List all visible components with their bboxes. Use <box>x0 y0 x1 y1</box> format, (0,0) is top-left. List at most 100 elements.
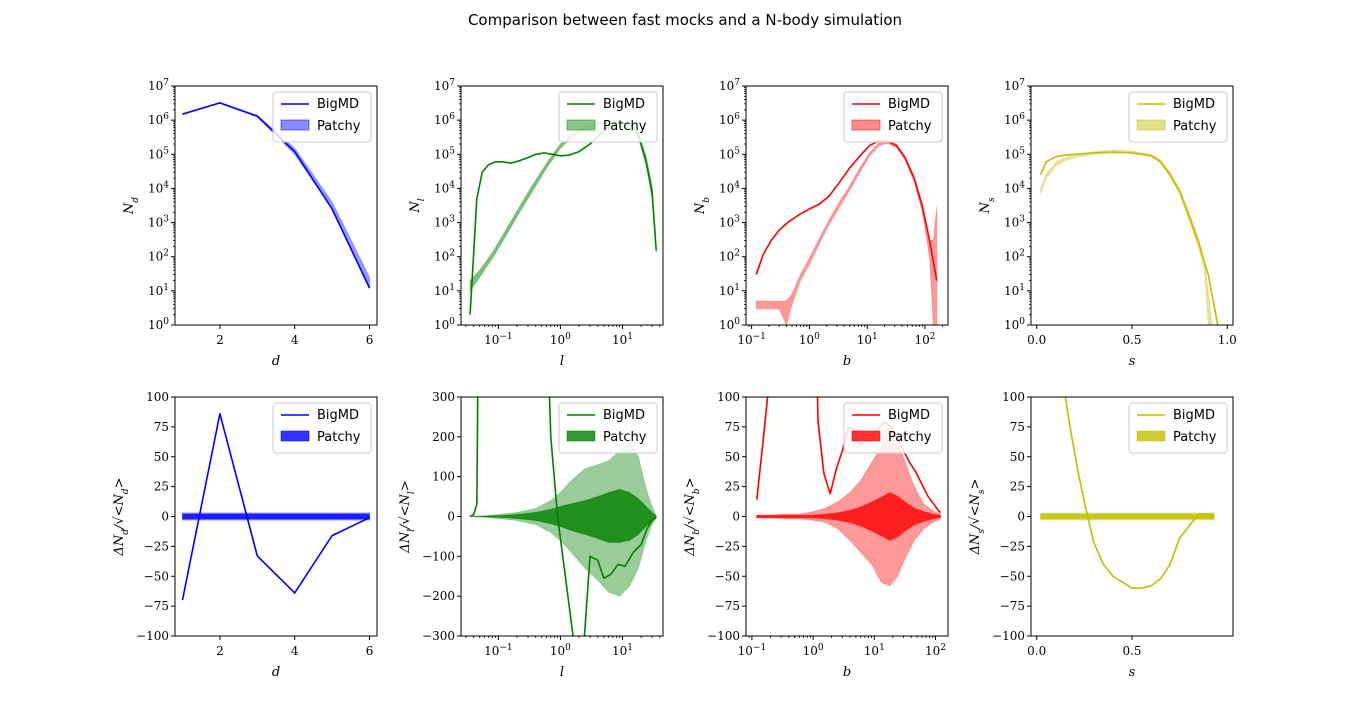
series-band-patchy <box>181 512 371 521</box>
plot-area <box>1039 149 1219 325</box>
x-tick-label: 2 <box>216 644 224 658</box>
chart-count-l: 10−1 100 101 100 101 102 103 104 105 106 107 l Nl Big… <box>408 78 664 369</box>
y-tick-label: 103 <box>1004 215 1025 230</box>
x-axis-label: d <box>272 665 280 680</box>
y-axis-label: ΔNl/√<Nl> <box>398 480 417 553</box>
x-tick-label: 100 <box>803 643 824 658</box>
figure-title: Comparison between fast mocks and a N-bo… <box>468 11 902 29</box>
x-axis-label: s <box>1129 354 1136 369</box>
series-line-bigmd <box>755 397 941 514</box>
y-tick-label: 103 <box>148 215 169 230</box>
x-axis-label: d <box>272 354 280 369</box>
y-tick-label: 107 <box>1004 78 1025 93</box>
y-tick-label: −75 <box>715 599 740 613</box>
x-axis-label: b <box>843 665 851 680</box>
legend: BigMD Patchy <box>1128 91 1228 143</box>
axes-frame <box>174 85 378 326</box>
x-tick-label: 101 <box>857 332 878 347</box>
y-tick-label: 101 <box>719 283 740 298</box>
legend-swatch-patchy <box>851 119 881 131</box>
legend-label-bigmd: BigMD <box>603 97 645 112</box>
legend-label-bigmd: BigMD <box>1173 408 1215 423</box>
x-tick-label: 4 <box>291 333 299 347</box>
x-tick-label: 101 <box>864 643 885 658</box>
series-band-patchy <box>469 120 657 293</box>
x-tick-label: 10−1 <box>737 332 766 347</box>
x-tick-label: 10−1 <box>484 332 513 347</box>
y-tick-label: 25 <box>725 480 740 494</box>
legend-swatch-patchy <box>851 430 881 442</box>
series-line-bigmd <box>469 120 658 315</box>
x-tick-label: 100 <box>550 332 571 347</box>
y-axis-label: Nl <box>408 198 427 213</box>
y-tick-label: 75 <box>725 420 740 434</box>
legend: BigMD Patchy <box>272 402 372 454</box>
x-axis-label: l <box>560 665 564 680</box>
plot-area <box>755 139 938 325</box>
x-tick-label: 102 <box>925 643 946 658</box>
legend-label-bigmd: BigMD <box>888 408 930 423</box>
y-tick-label: 104 <box>1004 180 1025 195</box>
legend-label-patchy: Patchy <box>603 430 647 445</box>
legend-label-bigmd: BigMD <box>888 97 930 112</box>
y-tick-label: 100 <box>434 317 455 332</box>
plot-area <box>1040 397 1215 589</box>
x-tick-label: 6 <box>366 333 374 347</box>
y-tick-label: 105 <box>719 146 740 161</box>
series-band-patchy <box>470 488 657 543</box>
x-tick-label: 0.0 <box>1027 333 1046 347</box>
y-tick-label: −300 <box>422 629 455 643</box>
series-band-patchy <box>1040 149 1213 325</box>
legend-swatch-patchy <box>1136 430 1166 442</box>
legend-swatch-patchy <box>280 430 310 442</box>
x-tick-label: 2 <box>216 333 224 347</box>
y-tick-label: 0 <box>447 510 455 524</box>
y-tick-label: −50 <box>1000 569 1025 583</box>
legend-label-patchy: Patchy <box>317 430 361 445</box>
series-band-patchy <box>756 492 941 541</box>
x-tick-label: 100 <box>799 332 820 347</box>
y-tick-label: 105 <box>434 146 455 161</box>
series-line-bigmd <box>469 397 657 636</box>
series-line-bigmd <box>755 139 938 281</box>
y-tick-label: 102 <box>719 249 740 264</box>
legend-swatch-patchy <box>280 119 310 131</box>
chart-panels: 2 4 6 100 101 102 103 104 105 106 107 d Nd BigMD Patch… <box>112 78 1237 680</box>
y-tick-label: −200 <box>422 589 455 603</box>
y-tick-label: 0 <box>1017 510 1025 524</box>
y-tick-label: −100 <box>136 629 169 643</box>
legend-swatch-patchy <box>1136 119 1166 131</box>
x-tick-label: 101 <box>612 332 633 347</box>
legend-label-bigmd: BigMD <box>1173 97 1215 112</box>
chart-count-b: 10−1 100 101 102100101102103104105106107bNb… <box>693 78 949 369</box>
x-tick-label: 100 <box>550 643 571 658</box>
chart-count-s: 0.0 0.5 1.0 100 101 102 103 104 105 106 107 s Ns BigM… <box>978 78 1237 369</box>
chart-residual-d: 2 4 6 −100 −75 −50 −25 0 25 50 75 100 d ΔNd/√<Nd> BigM… <box>112 390 378 680</box>
chart-count-d: 2 4 6 100 101 102 103 104 105 106 107 d Nd BigMD Patch… <box>122 78 378 369</box>
x-axis-label: l <box>560 354 564 369</box>
legend-swatch-patchy <box>566 119 596 131</box>
y-tick-label: 104 <box>148 180 169 195</box>
y-tick-label: 106 <box>148 112 169 127</box>
x-tick-label: 0.5 <box>1122 333 1141 347</box>
legend: BigMD Patchy <box>843 91 943 143</box>
y-tick-label: 100 <box>148 317 169 332</box>
series-line-bigmd <box>1039 151 1219 325</box>
y-tick-label: 300 <box>432 390 455 404</box>
y-tick-label: 50 <box>154 450 169 464</box>
y-tick-label: 103 <box>434 215 455 230</box>
y-tick-label: 100 <box>146 390 169 404</box>
y-axis-label: ΔNs/√<Ns> <box>968 479 987 556</box>
chart-residual-s: 0.0 0.5 −100 −75 −50 −25 0 25 50 75 100 s ΔNs/√<Ns> B… <box>968 390 1234 680</box>
x-axis-label: s <box>1129 665 1136 680</box>
y-tick-label: 75 <box>1010 420 1025 434</box>
series-band-patchy <box>755 139 938 325</box>
y-tick-label: 107 <box>719 78 740 93</box>
y-tick-label: 106 <box>434 112 455 127</box>
axes-frame <box>460 85 664 326</box>
y-tick-label: 105 <box>1004 146 1025 161</box>
x-tick-label: 0.5 <box>1122 644 1141 658</box>
y-tick-label: 0 <box>732 510 740 524</box>
y-tick-label: 50 <box>1010 450 1025 464</box>
